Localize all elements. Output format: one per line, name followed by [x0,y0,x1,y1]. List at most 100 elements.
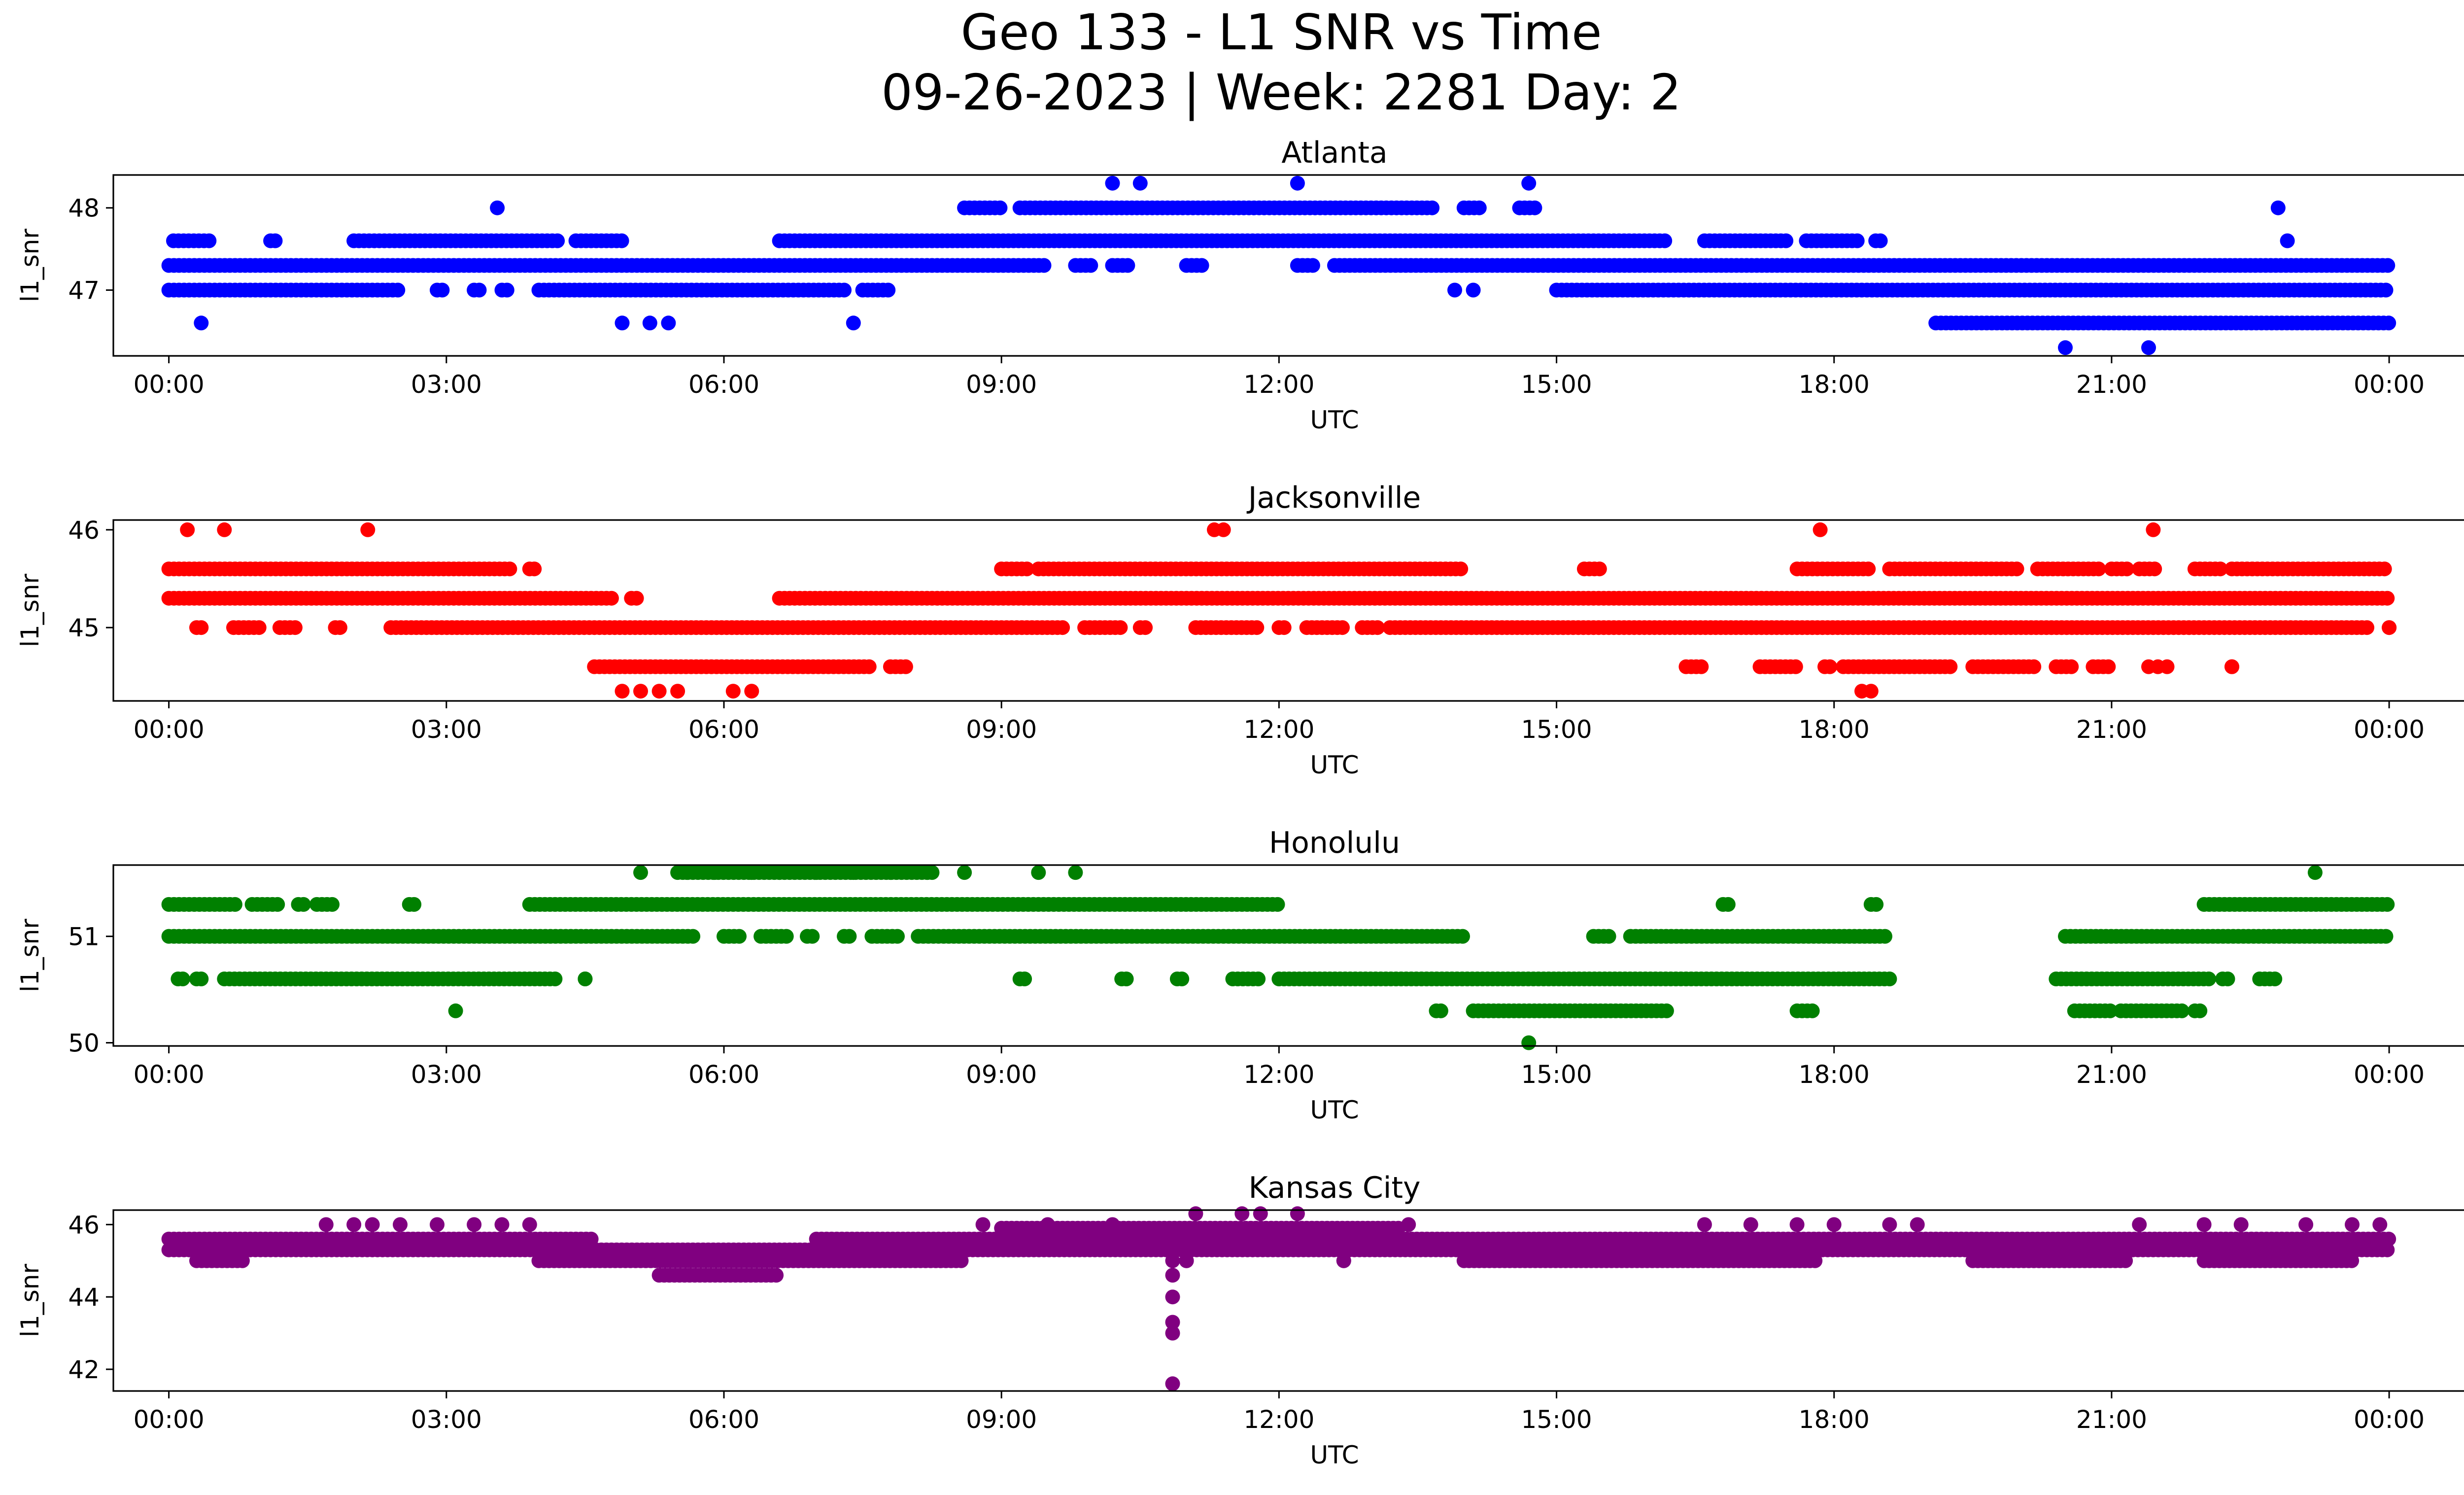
jacksonville-marker [287,620,303,635]
honolulu-marker [227,897,242,912]
honolulu-marker [1521,1035,1537,1050]
jacksonville-marker [1813,522,1828,537]
jacksonville-marker [2146,522,2161,537]
atlanta-marker [1305,258,1320,273]
honolulu-x-tick-label: 09:00 [966,1060,1037,1089]
kansas-city-marker [1165,1268,1180,1283]
atlanta-marker [435,282,450,298]
honolulu-marker [194,972,209,986]
jacksonville-marker [1138,620,1153,635]
jacksonville-marker [1453,561,1469,577]
atlanta-x-tick-label: 00:00 [2354,370,2425,399]
honolulu-marker [325,897,340,912]
jacksonville-x-axis-label: UTC [1310,751,1359,779]
kansas-city-marker [1401,1217,1416,1232]
atlanta-marker [2058,340,2073,355]
jacksonville-marker [651,684,667,699]
atlanta-axes-frame [112,174,2464,357]
kansas-city-marker [1165,1289,1180,1305]
kansas-city-x-tick-label: 12:00 [1243,1405,1314,1434]
honolulu-marker [732,929,747,944]
kansas-city-marker [235,1253,250,1268]
jacksonville-marker [2159,659,2175,674]
atlanta-marker [1290,175,1305,191]
atlanta-marker [1873,233,1888,248]
jacksonville-marker [2119,561,2134,577]
honolulu-marker [407,897,422,912]
kansas-city-marker [2233,1217,2249,1232]
jacksonville-marker [1249,620,1265,635]
honolulu-marker [1433,1003,1448,1018]
honolulu-series [161,865,2395,1050]
jacksonville-marker [1276,620,1292,635]
jacksonville-marker [744,684,759,699]
honolulu-x-tick-label: 00:00 [2354,1060,2425,1089]
kansas-city-marker [2344,1253,2360,1268]
atlanta-marker [1849,233,1865,248]
jacksonville-marker [1694,659,1709,674]
atlanta-marker [194,315,209,331]
jacksonville-x-tick-label: 12:00 [1243,715,1314,744]
jacksonville-marker [2224,659,2239,674]
jacksonville-x-tick-label: 09:00 [966,715,1037,744]
honolulu-marker [1251,972,1266,986]
atlanta-marker [1083,258,1098,273]
jacksonville-marker [194,620,209,635]
kansas-city-marker [1165,1376,1180,1391]
atlanta-marker [614,233,629,248]
jacksonville-marker [1019,561,1034,577]
subplot-kansas-city: 00:00 03:00 06:00 09:00 12:00 15:00 18:00 21:00… [16,1171,2464,1469]
atlanta-marker [2270,200,2286,215]
atlanta-marker [1105,175,1120,191]
honolulu-marker [685,929,701,944]
subplot-jacksonville: 00:00 03:00 06:00 09:00 12:00 15:00 18:00 21:00… [16,481,2464,779]
honolulu-marker [805,929,820,944]
honolulu-marker [744,865,759,880]
atlanta-subplot-title: Atlanta [1281,136,1387,170]
atlanta-marker [881,282,896,298]
kansas-city-marker [467,1217,482,1232]
atlanta-x-tick-label: 00:00 [134,370,205,399]
jacksonville-x-tick-label: 00:00 [134,715,205,744]
kansas-city-marker [2381,1231,2396,1247]
kansas-city-subplot-title: Kansas City [1248,1171,1420,1205]
atlanta-marker [615,315,630,331]
atlanta-marker [1036,258,1052,273]
kansas-city-marker [583,1231,599,1247]
jacksonville-marker [2360,620,2374,635]
honolulu-marker [2307,865,2323,880]
jacksonville-marker [2101,659,2116,674]
honolulu-marker [578,972,593,986]
honolulu-x-tick-label: 18:00 [1799,1060,1870,1089]
honolulu-marker [679,865,694,880]
atlanta-x-tick-label: 15:00 [1521,370,1592,399]
jacksonville-marker [2377,561,2392,577]
honolulu-marker [2103,1003,2118,1018]
figure-title-line1: Geo 133 - L1 SNR vs Time [961,3,1602,61]
kansas-city-marker [1789,1217,1805,1232]
kansas-city-marker [2118,1253,2133,1268]
honolulu-marker [1659,1003,1674,1018]
atlanta-marker [2380,258,2396,273]
kansas-city-marker [522,1217,537,1232]
kansas-city-marker [2132,1217,2147,1232]
jacksonville-marker [615,684,630,699]
atlanta-marker [661,315,676,331]
honolulu-marker [779,929,794,944]
honolulu-marker [920,865,935,880]
jacksonville-marker [2009,561,2024,577]
jacksonville-marker [629,591,644,606]
honolulu-marker [1805,1003,1820,1018]
atlanta-marker [642,315,657,331]
kansas-city-marker [1179,1253,1194,1268]
kansas-city-x-tick-label: 09:00 [966,1405,1037,1434]
jacksonville-marker [1943,659,1958,674]
kansas-city-x-tick-label: 03:00 [411,1405,482,1434]
subplot-honolulu: 00:00 03:00 06:00 09:00 12:00 15:00 18:00 21:00… [16,826,2464,1124]
jacksonville-x-tick-label: 00:00 [2354,715,2425,744]
kansas-city-x-tick-label: 15:00 [1521,1405,1592,1434]
jacksonville-marker [1592,561,1607,577]
kansas-city-y-tick-label: 42 [68,1356,100,1384]
atlanta-series [161,175,2396,355]
